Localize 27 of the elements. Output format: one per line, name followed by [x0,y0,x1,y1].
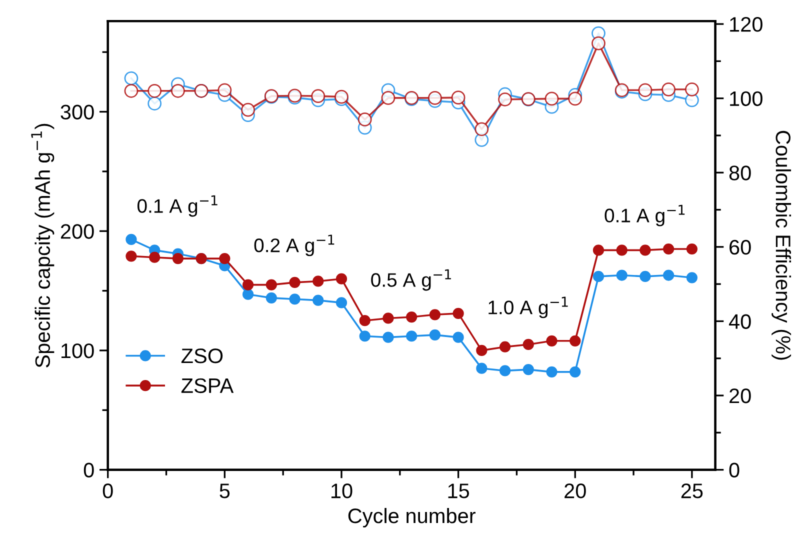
legend-label: ZSPA [181,378,234,394]
legend-label: ZSO [181,348,223,364]
y-tick-label: 300 [60,104,94,120]
y-tick-label: 100 [62,343,94,358]
y2-tick-label: 120 [730,17,762,32]
y2-tick-label: 100 [730,91,762,106]
x-tick-label: 0 [102,484,113,498]
y2-tick-label: 20 [730,388,751,404]
x-tick-label: 10 [331,484,352,498]
annotation: 1.0 A g$^{−1}$ [488,296,568,318]
x-tick-label: 20 [564,484,586,498]
annotation: 0.5 A g$^{−1}$ [371,269,451,291]
y2-tick-label: 80 [729,166,751,180]
annotation: 0.2 A g$^{−1}$ [254,234,334,256]
annotation: 0.1 A g$^{−1}$ [604,204,685,226]
annotation: 0.1 A g$^{−1}$ [137,195,218,217]
y2-tick-label: 60 [730,240,751,255]
y-tick-label: 0 [84,462,94,478]
x-tick-label: 25 [681,484,703,498]
y2-tick-label: 0 [729,462,740,478]
y-tick-label: 200 [60,224,94,239]
y2-tick-label: 40 [728,314,751,329]
y2-axis-title: Coulombic Efficiency (%) [772,130,792,360]
x-axis-title: Cycle number [348,508,476,528]
x-tick-label: 15 [448,484,470,498]
y-axis-title: Specific capcity (mAh g$^{−1}$) [31,124,54,368]
x-tick-label: 5 [220,484,230,498]
